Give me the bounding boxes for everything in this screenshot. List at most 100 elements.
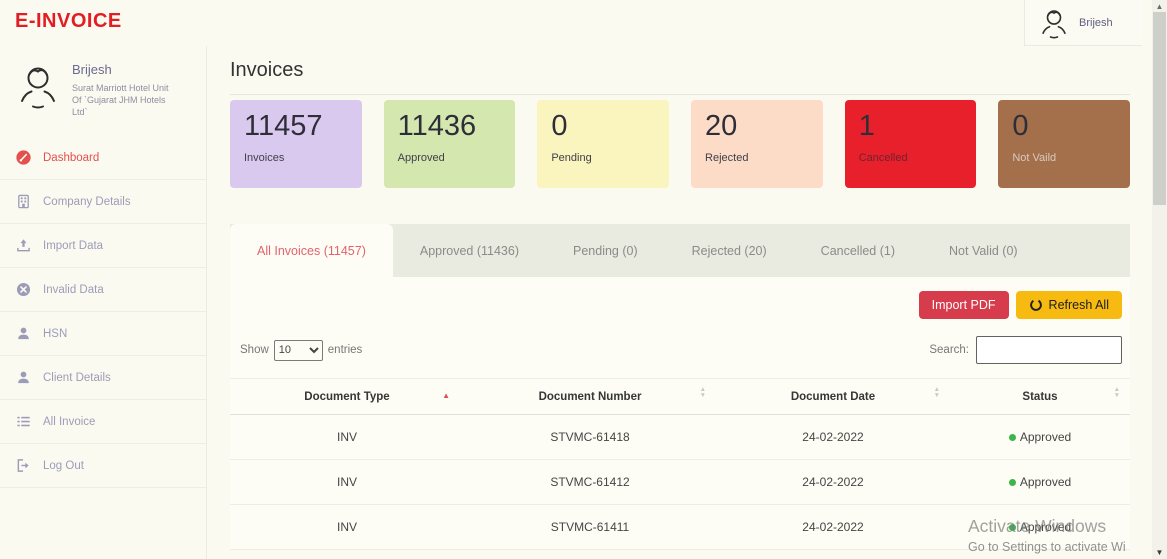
user-menu[interactable]: Brijesh <box>1024 0 1142 46</box>
stat-label: Not Vaild <box>1012 152 1057 164</box>
tab-pending[interactable]: Pending (0) <box>573 243 638 258</box>
action-buttons: Import PDF Refresh All <box>230 291 1130 319</box>
sidebar-item-dashboard[interactable]: Dashboard <box>0 136 206 181</box>
stat-value: 11436 <box>397 110 477 142</box>
stat-value: 1 <box>858 110 875 142</box>
search-input[interactable] <box>976 336 1122 364</box>
sidebar-item-label: Invalid Data <box>43 283 104 296</box>
tab-panel: Import PDF Refresh All Show 10 entries S… <box>230 277 1130 550</box>
sidebar-item-label: Client Details <box>43 371 111 384</box>
search-label: Search: <box>929 344 969 356</box>
scrollbar-up-icon[interactable]: ▲ <box>1155 2 1164 11</box>
entries-label: entries <box>327 344 363 356</box>
table-row[interactable]: INV STVMC-61418 24-02-2022 Approved <box>230 414 1130 460</box>
refresh-all-button[interactable]: Refresh All <box>1015 291 1122 319</box>
list-icon <box>16 414 31 429</box>
cell-status: Approved <box>950 414 1130 460</box>
stat-label: Rejected <box>705 152 749 164</box>
top-header: E-INVOICE Brijesh <box>0 0 1152 46</box>
user-icon <box>16 326 31 341</box>
title-divider <box>230 94 1130 95</box>
sort-both-icon[interactable]: ▲ ▼ <box>933 386 940 399</box>
import-pdf-button[interactable]: Import PDF <box>918 291 1009 319</box>
sidebar-item-label: All Invoice <box>43 415 96 428</box>
status-dot <box>1008 523 1016 531</box>
cell-document-number: STVMC-61412 <box>464 459 716 505</box>
sidebar-item-label: HSN <box>43 327 68 340</box>
stat-card-cancelled: 1 Cancelled <box>844 100 977 188</box>
cell-document-date: 24-02-2022 <box>716 504 950 550</box>
sidebar-item-hsn[interactable]: HSN <box>0 312 206 357</box>
sidebar-item-label: Import Data <box>43 239 104 252</box>
user-icon <box>16 370 31 385</box>
sidebar-item-company-details[interactable]: Company Details <box>0 180 206 225</box>
status-badge: Approved <box>1019 520 1072 535</box>
refresh-all-label: Refresh All <box>1048 298 1109 312</box>
sort-both-icon[interactable]: ▲ ▼ <box>699 386 706 399</box>
table-header-row: Document Type ▲ Document Number ▲ ▼ Docu… <box>230 378 1130 415</box>
user-name: Brijesh <box>1079 16 1113 29</box>
cell-document-number: STVMC-61418 <box>464 414 716 460</box>
user-avatar-icon <box>1039 7 1069 39</box>
sidebar-item-import-data[interactable]: Import Data <box>0 224 206 269</box>
stat-value: 11457 <box>244 110 323 142</box>
sidebar-item-invalid-data[interactable]: Invalid Data <box>0 268 206 313</box>
cell-document-date: 24-02-2022 <box>716 414 950 460</box>
stat-value: 0 <box>551 110 568 142</box>
status-badge: Approved <box>1019 430 1072 445</box>
import-pdf-label: Import PDF <box>931 298 996 312</box>
cell-document-date: 24-02-2022 <box>716 459 950 505</box>
app-logo: E-INVOICE <box>15 10 122 32</box>
table-row[interactable]: INV STVMC-61412 24-02-2022 Approved <box>230 459 1130 505</box>
x-circle-icon <box>16 282 31 297</box>
invoice-tabs: All Invoices (11457) Approved (11436) Pe… <box>230 224 1130 277</box>
upload-icon <box>16 238 31 253</box>
tab-rejected[interactable]: Rejected (20) <box>691 243 767 258</box>
profile-name: Brijesh <box>72 62 112 77</box>
page-size-select[interactable]: 10 <box>273 339 323 361</box>
sidebar: Brijesh Surat Marriott Hotel Unit Of `Gu… <box>0 46 207 559</box>
sidebar-item-label: Dashboard <box>43 151 100 164</box>
page-size-control: Show 10 entries <box>240 339 363 361</box>
sidebar-item-all-invoice[interactable]: All Invoice <box>0 400 206 445</box>
column-header-document-type[interactable]: Document Type ▲ <box>230 378 464 415</box>
stat-label: Approved <box>397 152 445 164</box>
cell-document-number: STVMC-61411 <box>464 504 716 550</box>
column-header-status[interactable]: Status ▲ ▼ <box>950 378 1130 415</box>
scrollbar-down-icon[interactable]: ▼ <box>1155 548 1164 557</box>
cell-document-type: INV <box>230 414 464 460</box>
page-title: Invoices <box>230 59 304 81</box>
invoice-table: Document Type ▲ Document Number ▲ ▼ Docu… <box>230 378 1130 550</box>
column-header-document-date[interactable]: Document Date ▲ ▼ <box>716 378 950 415</box>
sidebar-item-log-out[interactable]: Log Out <box>0 444 206 489</box>
profile-avatar-icon <box>16 62 60 118</box>
main-content: Invoices 11457 Invoices 11436 Approved 0… <box>208 46 1152 559</box>
stat-label: Invoices <box>244 152 285 164</box>
stat-label: Pending <box>551 152 592 164</box>
sort-both-icon[interactable]: ▲ ▼ <box>1113 386 1120 399</box>
sidebar-menu: Dashboard Company Details Import Data In… <box>0 136 206 489</box>
scrollbar-thumb[interactable] <box>1153 12 1166 205</box>
table-controls: Show 10 entries Search: <box>230 336 1130 364</box>
tab-approved[interactable]: Approved (11436) <box>419 243 519 258</box>
refresh-icon <box>1029 298 1043 312</box>
stat-card-pending: 0 Pending <box>537 100 670 188</box>
stat-card-not-valid: 0 Not Vaild <box>998 100 1131 188</box>
tab-not-valid[interactable]: Not Valid (0) <box>949 243 1018 258</box>
sidebar-item-client-details[interactable]: Client Details <box>0 356 206 401</box>
stat-cards: 11457 Invoices 11436 Approved 0 Pending … <box>230 100 1131 188</box>
sidebar-item-label: Log Out <box>43 459 84 472</box>
sort-ascending-icon[interactable]: ▲ <box>442 391 450 400</box>
logout-icon <box>16 458 31 473</box>
tab-all-invoices[interactable]: All Invoices (11457) <box>230 224 393 277</box>
status-dot <box>1008 433 1016 441</box>
dashboard-icon <box>16 150 31 166</box>
stat-card-invoices: 11457 Invoices <box>230 100 362 188</box>
stat-label: Cancelled <box>858 152 908 164</box>
tab-cancelled[interactable]: Cancelled (1) <box>820 243 896 258</box>
column-header-document-number[interactable]: Document Number ▲ ▼ <box>464 378 716 415</box>
stat-value: 20 <box>705 110 738 142</box>
cell-document-type: INV <box>230 459 464 505</box>
vertical-scrollbar[interactable]: ▲ ▼ <box>1152 0 1167 559</box>
table-row[interactable]: INV STVMC-61411 24-02-2022 Approved <box>230 504 1130 550</box>
